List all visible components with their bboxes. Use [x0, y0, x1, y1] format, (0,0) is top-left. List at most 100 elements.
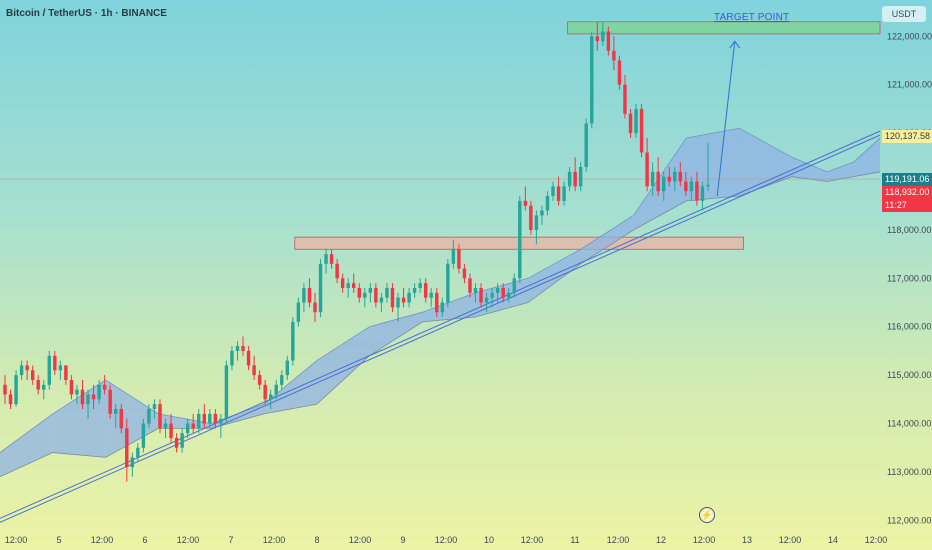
candle-body	[307, 287, 312, 303]
candle	[324, 249, 328, 274]
candle-body	[545, 196, 550, 211]
candle-body	[601, 31, 605, 42]
candle	[296, 297, 301, 327]
candle-body	[47, 355, 51, 385]
candle-body	[147, 408, 151, 424]
x-tick-label: 13	[742, 535, 752, 545]
projection-arrow	[716, 41, 736, 197]
candle-body	[302, 287, 306, 303]
candle-body	[318, 263, 323, 313]
candle	[97, 379, 101, 405]
candle-body	[180, 433, 184, 448]
candle-body	[390, 287, 395, 308]
upper-cloud-price-tag: 120,137.58	[882, 130, 932, 143]
candle	[662, 171, 666, 201]
candle	[119, 404, 123, 434]
candle	[274, 379, 278, 400]
candle	[80, 379, 85, 409]
candle	[340, 273, 345, 293]
x-tick-label: 12:00	[349, 535, 372, 545]
candle	[551, 181, 555, 201]
candle	[36, 375, 40, 395]
candle	[495, 283, 500, 303]
candle	[390, 283, 395, 313]
candle	[451, 239, 456, 269]
candle	[634, 104, 638, 138]
candle-body	[213, 413, 218, 424]
candle	[147, 404, 151, 429]
candle	[42, 379, 46, 400]
x-tick-label: 9	[400, 535, 405, 545]
candle	[429, 287, 433, 308]
candle	[617, 55, 622, 90]
candle	[136, 442, 140, 463]
candle-body	[540, 210, 544, 216]
candle	[230, 346, 234, 371]
candle	[667, 166, 671, 187]
candle-body	[573, 171, 577, 187]
candle-body	[562, 186, 566, 201]
candle	[75, 384, 79, 405]
candle	[86, 389, 90, 419]
candle-body	[291, 321, 295, 361]
candle-body	[529, 205, 533, 230]
cloud-segment	[0, 413, 53, 477]
candle	[385, 283, 389, 303]
candle	[457, 244, 461, 274]
candle	[595, 21, 600, 51]
candle	[174, 433, 179, 453]
candle-body	[235, 346, 240, 351]
candle	[473, 283, 478, 303]
candle	[578, 162, 583, 192]
candle	[423, 278, 428, 303]
candle-body	[357, 287, 361, 298]
candle	[567, 166, 572, 192]
cloud-span-b	[0, 171, 881, 478]
candle	[700, 181, 705, 211]
lightning-icon[interactable]: ⚡	[699, 507, 715, 523]
candle-body	[296, 302, 301, 322]
candle-body	[628, 113, 633, 134]
candle-body	[274, 384, 278, 395]
candle-body	[324, 254, 328, 264]
candle	[479, 283, 483, 308]
candle	[606, 26, 611, 56]
candle-body	[14, 375, 18, 405]
candle-body	[335, 263, 339, 279]
countdown-tag: 11:27	[882, 199, 932, 212]
y-tick-label: 122,000.00	[887, 31, 932, 41]
currency-label[interactable]: USDT	[882, 6, 926, 22]
candle-body	[58, 365, 63, 371]
y-tick-label: 117,000.00	[887, 273, 931, 283]
candle-body	[412, 287, 417, 293]
candle-body	[440, 302, 445, 313]
candle	[368, 283, 373, 303]
x-tick-label: 5	[56, 535, 61, 545]
candle	[252, 355, 256, 380]
x-tick-label: 12:00	[521, 535, 544, 545]
candle	[246, 346, 251, 371]
candle	[191, 413, 195, 434]
ichimoku-cloud-layer	[0, 127, 881, 478]
symbol-title[interactable]: Bitcoin / TetherUS · 1h · BINANCE	[6, 8, 167, 19]
candle	[58, 360, 63, 380]
candle-body	[108, 389, 112, 414]
cloud-segment	[827, 162, 854, 182]
candle-body	[19, 365, 24, 376]
candle	[656, 157, 660, 197]
cloud-segment	[580, 215, 634, 264]
candle	[639, 104, 644, 158]
candle-body	[130, 457, 135, 468]
candle	[352, 273, 356, 293]
candle	[47, 350, 51, 390]
candle	[673, 166, 677, 192]
candle-body	[639, 108, 644, 153]
candle-body	[423, 283, 428, 298]
candle	[64, 365, 68, 385]
candle-body	[158, 404, 162, 429]
candle-body	[401, 297, 406, 303]
candle-body	[429, 292, 433, 298]
y-tick-label: 116,000.00	[887, 322, 931, 332]
